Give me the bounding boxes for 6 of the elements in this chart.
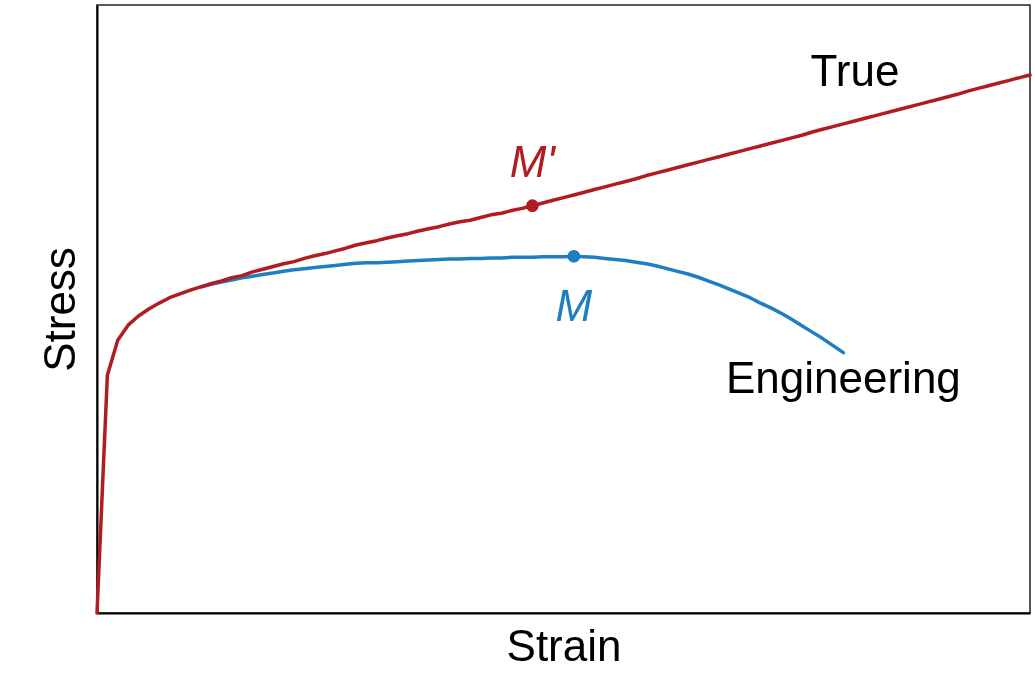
series-label: Engineering (725, 352, 961, 402)
y-axis-title: Stress (34, 247, 84, 372)
x-axis-title: Strain (506, 620, 622, 670)
annotation: M (555, 281, 593, 331)
series-label: True (810, 45, 900, 95)
annotation: M' (509, 136, 557, 186)
